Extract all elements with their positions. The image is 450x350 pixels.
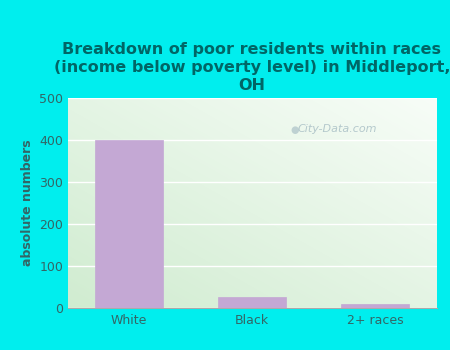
Bar: [218, 297, 286, 308]
Y-axis label: absolute numbers: absolute numbers: [21, 140, 34, 266]
Bar: [95, 140, 163, 308]
Text: ●: ●: [290, 125, 299, 134]
Title: Breakdown of poor residents within races
(income below poverty level) in Middlep: Breakdown of poor residents within races…: [54, 42, 450, 93]
Bar: [341, 304, 409, 308]
Text: City-Data.com: City-Data.com: [297, 125, 377, 134]
